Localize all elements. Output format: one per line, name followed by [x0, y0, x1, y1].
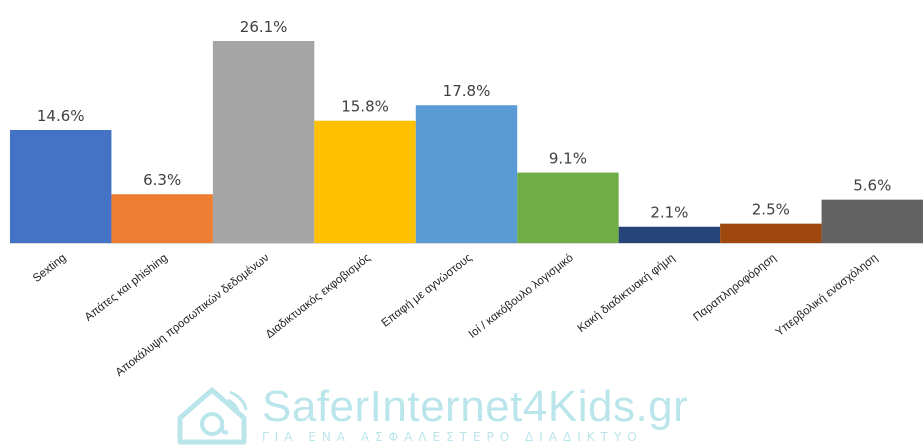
value-label-6: 9.1% [549, 150, 587, 168]
category-label-1: Sexting [31, 252, 69, 285]
category-label-8: Παραπληροφόρηση [691, 252, 778, 324]
watermark-tagline: ΓΙΑ ΕΝΑ ΑΣΦΑΛΕΣΤΕΡΟ ΔΙΑΔΙΚΤΥΟ [262, 430, 643, 444]
bar-6 [517, 172, 619, 243]
category-label-7: Κακή διαδικτυακή φήμη [576, 252, 678, 335]
value-label-5: 17.8% [443, 82, 491, 100]
at-sign-wifi-icon [177, 387, 248, 445]
value-label-2: 6.3% [143, 171, 181, 189]
bar-5 [415, 105, 518, 243]
value-label-7: 2.1% [650, 204, 688, 222]
category-label-5: Επαφή με αγνώστους [380, 252, 475, 330]
bar-7 [618, 226, 721, 243]
bar-4 [314, 120, 416, 243]
bar-3 [212, 41, 315, 243]
value-label-8: 2.5% [752, 201, 790, 219]
value-label-1: 14.6% [37, 107, 85, 125]
bar-1 [10, 130, 112, 243]
bar-8 [720, 223, 822, 243]
category-label-4: Διαδικτυακός εκφοβισμός [264, 252, 374, 341]
watermark: SaferInternet4Kids.gr ΓΙΑ ΕΝΑ ΑΣΦΑΛΕΣΤΕΡ… [170, 380, 730, 446]
bar-2 [111, 194, 213, 243]
value-label-3: 26.1% [240, 18, 288, 36]
category-label-9: Υπερβολική ενασχόληση [774, 252, 881, 339]
category-label-2: Απάτες και phishing [83, 252, 170, 324]
watermark-brand: SaferInternet4Kids.gr [262, 382, 689, 431]
value-label-9: 5.6% [853, 177, 891, 195]
value-label-4: 15.8% [341, 98, 389, 116]
bar-9 [821, 199, 923, 243]
category-label-6: Ιοί / κακόβουλο λογισμικό [467, 252, 576, 341]
